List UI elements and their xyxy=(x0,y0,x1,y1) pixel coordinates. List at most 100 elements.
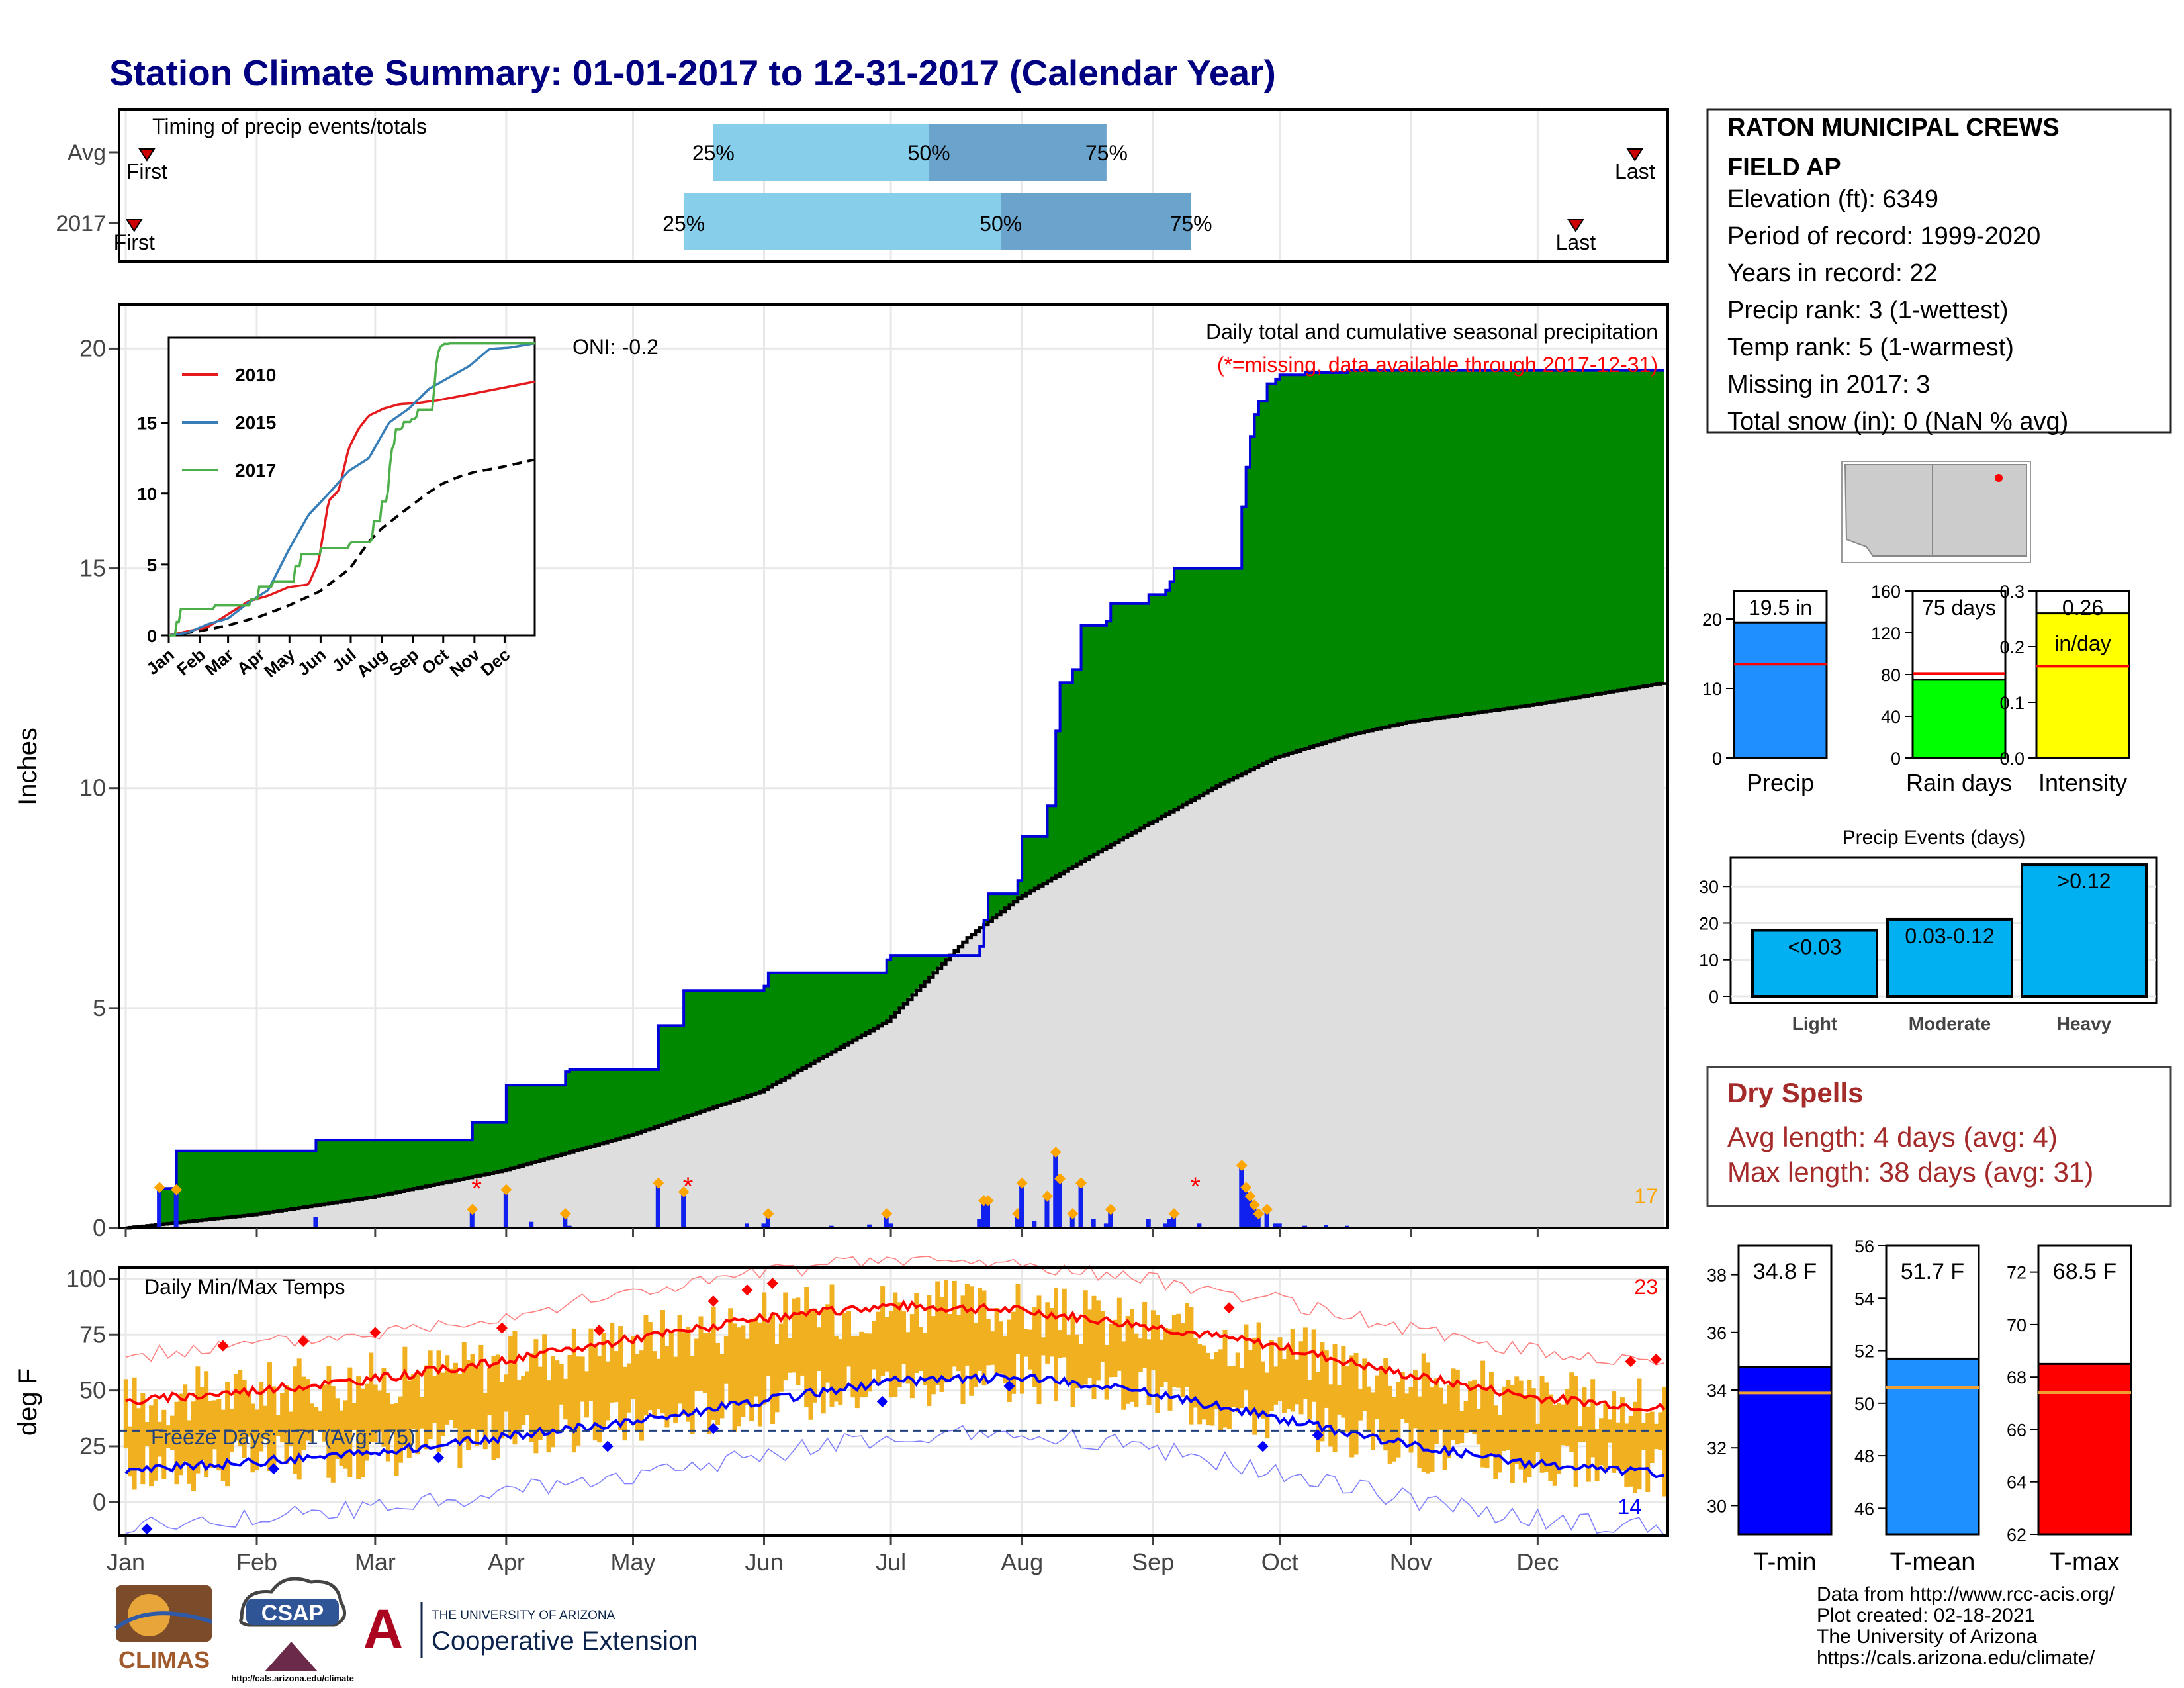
daily-temp-bar xyxy=(1561,1404,1566,1446)
credit-university: The University of Arizona xyxy=(1817,1626,2038,1648)
daily-temp-bar xyxy=(335,1398,340,1459)
daily-temp-bar xyxy=(1091,1295,1097,1400)
daily-temp-bar xyxy=(588,1328,594,1401)
daily-temp-bar xyxy=(1176,1313,1181,1388)
daily-precip-marker xyxy=(1248,1199,1260,1211)
daily-temp-bar xyxy=(271,1386,277,1467)
timing-first-marker xyxy=(138,148,156,162)
daily-precip-marker xyxy=(762,1208,774,1220)
station-info-line: Precip rank: 3 (1-wettest) xyxy=(1727,297,2008,324)
daily-precip-bar xyxy=(1171,1215,1177,1228)
daily-temp-bar xyxy=(1277,1337,1283,1401)
daily-temp-bar xyxy=(347,1367,353,1477)
daily-precip-bar xyxy=(1163,1223,1168,1228)
inset-ytick-label: 10 xyxy=(137,485,157,504)
record-low-marker xyxy=(1257,1440,1269,1452)
daily-temp-bar xyxy=(1273,1366,1279,1405)
daily-temp-bar xyxy=(259,1382,264,1452)
daily-temp-bar xyxy=(500,1382,505,1439)
station-info-line: Period of record: 1999-2020 xyxy=(1727,222,2040,250)
daily-temp-bar xyxy=(381,1368,387,1447)
daily-temp-bar xyxy=(690,1356,695,1434)
temp-summary-xlabel: T-min xyxy=(1754,1548,1817,1576)
daily-temp-bar xyxy=(1615,1422,1621,1471)
daily-temp-bar xyxy=(842,1313,847,1389)
daily-temp-bar xyxy=(1189,1307,1194,1425)
daily-precip-bar xyxy=(1103,1223,1109,1228)
daily-temp-bar xyxy=(796,1297,801,1385)
daily-precip-bar xyxy=(981,1201,986,1228)
daily-temp-bar xyxy=(128,1426,133,1477)
record-low-marker xyxy=(433,1452,445,1464)
daily-temp-bar xyxy=(1548,1394,1553,1481)
daily-precip-bar xyxy=(469,1210,475,1228)
month-label: Oct xyxy=(1261,1548,1298,1575)
daily-temp-bar xyxy=(461,1342,467,1442)
daily-temp-bar xyxy=(508,1336,514,1438)
daily-temp-bar xyxy=(563,1378,569,1420)
daily-temp-bar xyxy=(1201,1345,1206,1420)
daily-temp-bar xyxy=(732,1323,737,1432)
daily-temp-bar xyxy=(1205,1352,1210,1425)
daily-temp-bar xyxy=(1328,1384,1334,1447)
daily-temp-bar xyxy=(668,1332,674,1415)
daily-precip-bar xyxy=(503,1190,508,1228)
temp-summary-ytick-label: 66 xyxy=(2007,1420,2026,1440)
daily-temp-bar xyxy=(1447,1384,1452,1458)
daily-temp-bar xyxy=(778,1323,784,1392)
daily-temp-bar xyxy=(833,1336,839,1402)
daily-temp-bar xyxy=(1387,1385,1392,1464)
daily-temp-bar xyxy=(1142,1301,1148,1368)
daily-temp-bar xyxy=(1007,1319,1012,1403)
daily-temp-bar xyxy=(927,1295,932,1407)
ua-logo-icon: A xyxy=(363,1598,404,1660)
daily-temp-bar xyxy=(1113,1319,1118,1378)
daily-temp-bar xyxy=(723,1336,729,1384)
daily-temp-bar xyxy=(1036,1295,1042,1405)
daily-temp-bar xyxy=(601,1333,606,1429)
record-low-marker xyxy=(602,1440,614,1452)
daily-precip-bar xyxy=(313,1217,318,1228)
daily-temp-bar xyxy=(635,1354,640,1431)
csap-mountain-icon xyxy=(265,1642,318,1671)
month-label: Jul xyxy=(876,1548,906,1575)
temp-summary-ytick-label: 48 xyxy=(1854,1446,1874,1466)
temp-summary-ytick-label: 34 xyxy=(1707,1381,1727,1401)
precip-ytick-label: 10 xyxy=(79,774,106,802)
daily-temp-bar xyxy=(284,1385,289,1464)
station-info-line: Temp rank: 5 (1-warmest) xyxy=(1727,334,2014,361)
oni-label: ONI: -0.2 xyxy=(572,335,659,359)
timing-50-label: 50% xyxy=(908,141,950,165)
daily-temp-bar xyxy=(1637,1378,1642,1490)
daily-temp-bar xyxy=(1493,1405,1498,1479)
daily-temp-bar xyxy=(1104,1344,1109,1400)
summary-bar-1 xyxy=(1911,679,2007,759)
daily-precip-bar xyxy=(1239,1166,1244,1228)
temp-summary-value: 51.7 F xyxy=(1901,1259,1964,1284)
daily-temp-bar xyxy=(571,1328,576,1453)
daily-temp-bar xyxy=(440,1372,445,1436)
credit-url: https://cals.arizona.edu/climate/ xyxy=(1817,1647,2095,1669)
daily-temp-bar xyxy=(195,1366,201,1474)
temp-summary-bar-t-max xyxy=(2037,1362,2132,1536)
summary-bar-ytick-label: 160 xyxy=(1871,582,1901,602)
daily-temp-bar xyxy=(1159,1339,1164,1387)
daily-temp-bar xyxy=(305,1379,310,1441)
precip-ytick-label: 0 xyxy=(93,1214,106,1241)
precip-count-label: 17 xyxy=(1634,1184,1658,1208)
daily-precip-bar xyxy=(1167,1219,1172,1228)
events-title: Precip Events (days) xyxy=(1843,827,2026,849)
daily-temp-bar xyxy=(838,1339,843,1405)
daily-temp-bar xyxy=(766,1323,771,1376)
daily-temp-bar xyxy=(343,1400,348,1469)
daily-temp-bar xyxy=(1383,1358,1388,1451)
daily-temp-bar xyxy=(250,1403,255,1473)
daily-temp-bar xyxy=(1459,1411,1465,1444)
daily-temp-bar xyxy=(1062,1288,1067,1358)
daily-temp-bar xyxy=(1357,1388,1363,1421)
daily-temp-bar xyxy=(1218,1349,1224,1431)
record-low-marker xyxy=(707,1423,719,1434)
daily-temp-bar xyxy=(1248,1350,1253,1415)
summary-bar-value: 75 days xyxy=(1922,596,1996,620)
daily-temp-bar xyxy=(1011,1311,1017,1394)
